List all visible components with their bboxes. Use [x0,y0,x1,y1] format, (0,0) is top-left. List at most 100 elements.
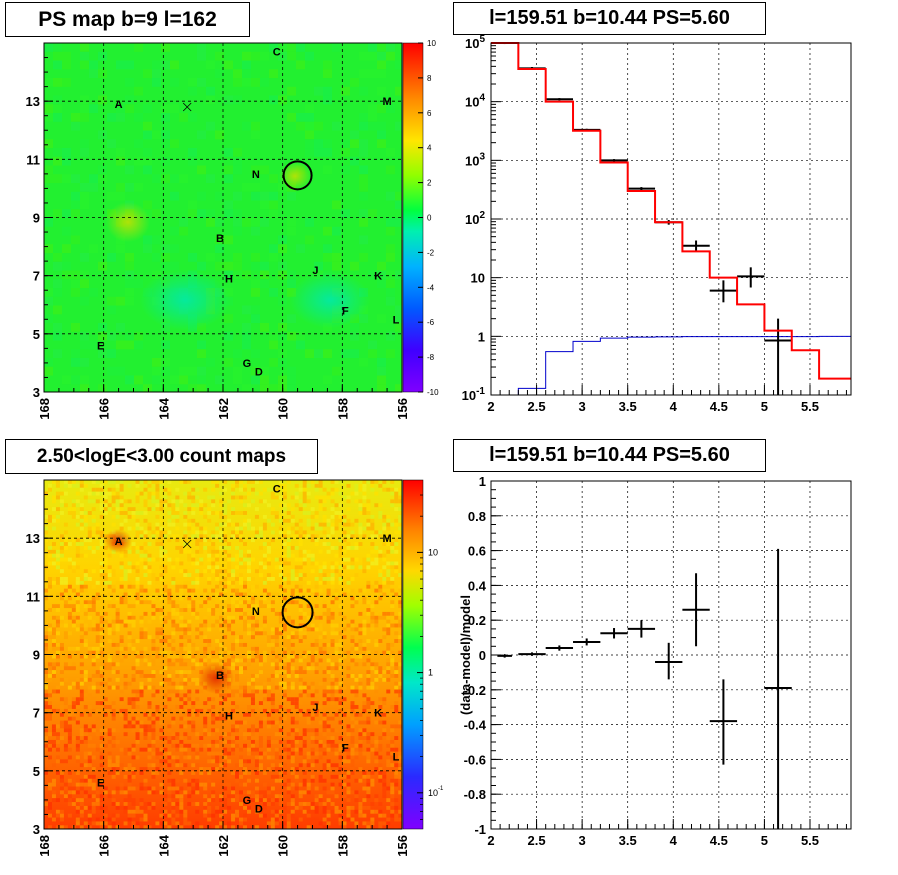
count-map-pixel [294,666,299,671]
count-map-pixel [310,728,315,733]
count-map-pixel [119,503,124,508]
count-map-pixel [151,736,156,740]
count-map-pixel [334,487,339,492]
count-map-pixel [55,739,60,744]
count-map-pixel [143,549,148,554]
count-map-pixel [246,569,251,574]
ps-map-pixel [206,253,215,262]
count-map-pixel [330,782,335,787]
x-tick-label: 162 [216,835,231,857]
count-map-pixel [159,736,164,740]
count-map-pixel [382,650,387,655]
count-map-pixel [51,580,56,585]
ps-map-pixel [386,218,395,227]
count-map-pixel [306,580,311,585]
count-map-pixel [350,627,355,632]
y-tick-label: 0.2 [468,613,486,628]
count-map-pixel [270,670,275,675]
count-map-pixel [171,522,176,527]
count-map-pixel [330,674,335,678]
ps-map-pixel [287,270,296,280]
count-map-pixel [394,542,399,546]
count-map-pixel [231,701,236,706]
count-map-pixel [211,658,216,663]
count-map-pixel [119,805,124,810]
count-map-pixel [258,809,263,814]
count-map-pixel [290,631,295,636]
count-map-pixel [231,557,236,562]
count-map-pixel [163,736,168,740]
count-map-pixel [207,817,212,822]
count-map-pixel [322,522,327,527]
count-map-pixel [103,611,108,616]
count-map-pixel [354,662,359,667]
ps-map-pixel [323,165,332,175]
count-map-pixel [330,809,335,814]
colorbar-tick-label: -4 [427,283,435,292]
count-map-pixel [55,755,60,760]
ps-map-pixel [62,60,71,70]
count-map-pixel [286,573,291,578]
count-map-pixel [346,674,351,678]
count-map-pixel [127,794,132,799]
ps-map-pixel [242,121,251,131]
count-map-pixel [354,767,359,772]
ps-map-pixel [386,43,395,52]
count-map-pixel [107,825,112,829]
ps-map-pixel [44,314,53,324]
count-map-pixel [143,588,148,593]
count-map-pixel [71,499,76,504]
count-map-pixel [135,573,140,578]
count-map-pixel [179,646,184,651]
count-map-pixel [266,677,271,682]
count-map-pixel [243,732,247,737]
count-map-pixel [354,720,359,725]
count-map-pixel [223,782,228,787]
count-map-pixel [183,751,188,756]
count-map-pixel [243,584,247,589]
ps-map-pixel [188,86,197,96]
count-map-pixel [91,584,96,589]
count-map-pixel [91,662,96,667]
count-map-pixel [362,654,367,659]
count-map-pixel [223,608,228,612]
count-map-pixel [44,689,48,694]
count-map-pixel [195,530,200,535]
count-map-pixel [302,755,307,760]
count-map-pixel [254,480,259,484]
count-map-pixel [239,759,244,764]
count-map-pixel [167,600,172,605]
ps-map-pixel [125,375,134,385]
count-map-pixel [398,755,402,760]
ps-map-pixel [125,288,134,297]
ps-map-pixel [53,323,62,332]
count-map-pixel [382,584,387,589]
count-map-pixel [207,751,212,756]
count-map-pixel [310,693,315,698]
ps-map-pixel [197,130,206,140]
count-map-pixel [358,821,363,826]
count-map-pixel [103,480,108,484]
count-map-pixel [354,600,359,605]
count-map-pixel [67,596,72,601]
count-map-pixel [59,674,64,678]
count-map-pixel [219,813,224,818]
ps-map-pixel [71,235,80,245]
count-map-pixel [131,716,136,721]
count-map-pixel [302,739,307,744]
count-map-pixel [318,615,323,620]
count-map-pixel [135,736,140,740]
count-map-pixel [131,798,136,803]
count-map-pixel [175,600,180,605]
count-map-pixel [378,743,383,748]
count-map-pixel [334,685,339,690]
count-map-pixel [350,674,355,678]
count-map-pixel [179,561,184,566]
count-map-pixel [143,786,148,791]
count-map-pixel [227,623,232,628]
count-map-pixel [318,798,323,803]
count-map-pixel [79,487,84,492]
count-map-pixel [87,736,92,740]
count-map-pixel [91,526,96,531]
